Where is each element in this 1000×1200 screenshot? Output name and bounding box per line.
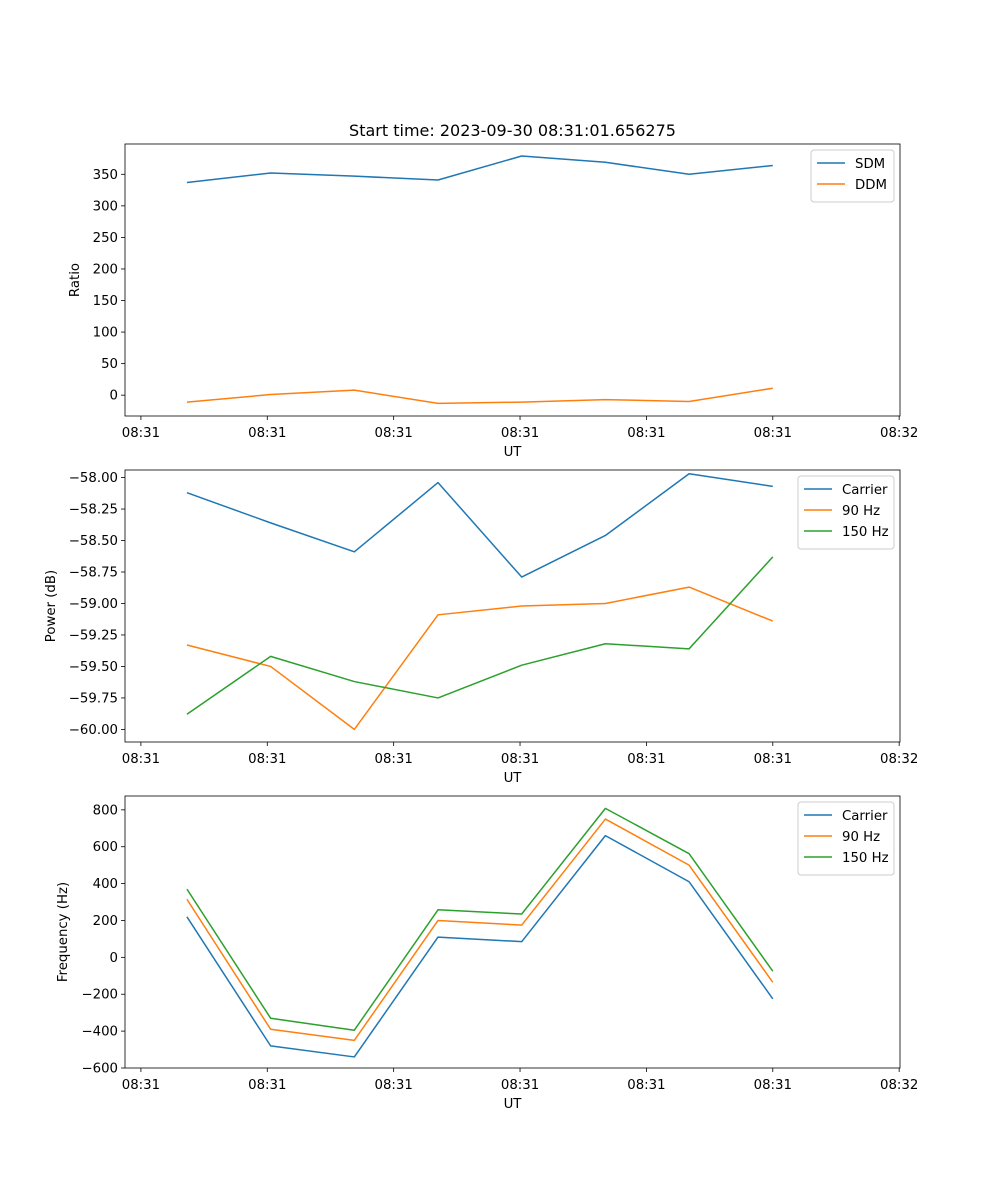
- y-tick-label: −58.25: [69, 503, 118, 518]
- subplot-1: 0 50 100 150 200 250 300 350 08:31 08:31 08:31 08:3…: [68, 143, 918, 460]
- axes-frame: [124, 143, 901, 417]
- y-axis-label: Frequency (Hz): [56, 882, 71, 982]
- legend-label-150-hz: 150 Hz: [842, 525, 889, 540]
- x-axis-label: UT: [504, 445, 523, 460]
- legend: Carrier 90 Hz 150 Hz: [797, 475, 895, 550]
- x-tick-label: 08:31: [627, 426, 665, 441]
- x-tick-label: 08:31: [122, 752, 160, 767]
- x-tick-label: 08:31: [501, 1078, 539, 1093]
- y-tick-label: −59.25: [69, 628, 118, 643]
- figure-title: Start time: 2023-09-30 08:31:01.656275: [349, 121, 676, 140]
- x-tick-label: 08:31: [501, 426, 539, 441]
- x-tick-label: 08:31: [374, 1078, 412, 1093]
- x-tick-label: 08:31: [627, 752, 665, 767]
- y-tick-label: −58.50: [69, 534, 118, 549]
- legend-label-sdm: SDM: [855, 157, 885, 172]
- x-tick-label: 08:31: [122, 1078, 160, 1093]
- y-tick-label: 800: [93, 803, 118, 818]
- series-line-carrier: [186, 834, 774, 1058]
- y-tick-label: 600: [93, 840, 118, 855]
- legend: Carrier 90 Hz 150 Hz: [797, 801, 895, 876]
- y-tick-label: 250: [93, 231, 118, 246]
- subplot-3: −600 −400 −200 0 200 400 600 800 08:31 08:31 08:31…: [56, 795, 918, 1112]
- y-tick-label: 0: [110, 951, 118, 966]
- y-tick-label: 100: [93, 326, 118, 341]
- y-tick-label: 50: [101, 357, 118, 372]
- axes-frame: [124, 469, 901, 743]
- x-axis-label: UT: [504, 771, 523, 786]
- series-line-150-hz: [186, 556, 774, 715]
- legend-label-90-hz: 90 Hz: [842, 504, 880, 519]
- x-tick-label: 08:31: [754, 1078, 792, 1093]
- x-axis-label: UT: [504, 1097, 523, 1112]
- x-tick-label: 08:32: [880, 1078, 918, 1093]
- y-tick-label: −600: [81, 1062, 118, 1077]
- y-tick-label: 150: [93, 294, 118, 309]
- x-tick-label: 08:31: [248, 426, 286, 441]
- series-line-sdm: [186, 155, 773, 184]
- x-tick-label: 08:31: [374, 752, 412, 767]
- y-tick-label: −58.75: [69, 566, 118, 581]
- y-tick-label: −59.00: [69, 597, 118, 612]
- x-tick-label: 08:31: [627, 1078, 665, 1093]
- x-tick-label: 08:32: [880, 426, 918, 441]
- x-tick-label: 08:31: [122, 426, 160, 441]
- x-tick-label: 08:32: [880, 752, 918, 767]
- x-tick-label: 08:31: [754, 426, 792, 441]
- series-line-ddm: [186, 387, 773, 405]
- y-tick-label: −200: [81, 988, 118, 1003]
- legend: SDM DDM: [810, 149, 895, 203]
- x-tick-label: 08:31: [501, 752, 539, 767]
- y-axis-label: Power (dB): [44, 570, 59, 642]
- series-line-90-hz: [186, 586, 774, 731]
- y-tick-label: −59.75: [69, 691, 118, 706]
- y-tick-label: 200: [93, 262, 118, 277]
- y-tick-label: 200: [93, 914, 118, 929]
- x-tick-label: 08:31: [248, 1078, 286, 1093]
- series-line-90-hz: [186, 818, 774, 1042]
- axes-frame: [124, 795, 901, 1069]
- legend-label-carrier: Carrier: [842, 483, 888, 498]
- legend-label-ddm: DDM: [855, 178, 887, 193]
- y-tick-label: −400: [81, 1025, 118, 1040]
- x-tick-label: 08:31: [248, 752, 286, 767]
- legend-label-carrier: Carrier: [842, 809, 888, 824]
- y-tick-label: 350: [93, 168, 118, 183]
- y-tick-label: 400: [93, 877, 118, 892]
- y-tick-label: −58.00: [69, 471, 118, 486]
- x-tick-label: 08:31: [754, 752, 792, 767]
- x-tick-label: 08:31: [374, 426, 412, 441]
- y-axis-label: Ratio: [68, 263, 83, 297]
- y-tick-label: 300: [93, 199, 118, 214]
- y-tick-label: −59.50: [69, 660, 118, 675]
- legend-label-150-hz: 150 Hz: [842, 851, 889, 866]
- series-line-150-hz: [186, 807, 774, 1031]
- legend-label-90-hz: 90 Hz: [842, 830, 880, 845]
- y-tick-label: −60.00: [69, 723, 118, 738]
- series-line-carrier: [186, 473, 773, 578]
- y-tick-label: 0: [110, 389, 118, 404]
- subplot-2: −58.00 −58.25 −58.50 −58.75 −59.00 −59.25 −59.…: [44, 469, 918, 786]
